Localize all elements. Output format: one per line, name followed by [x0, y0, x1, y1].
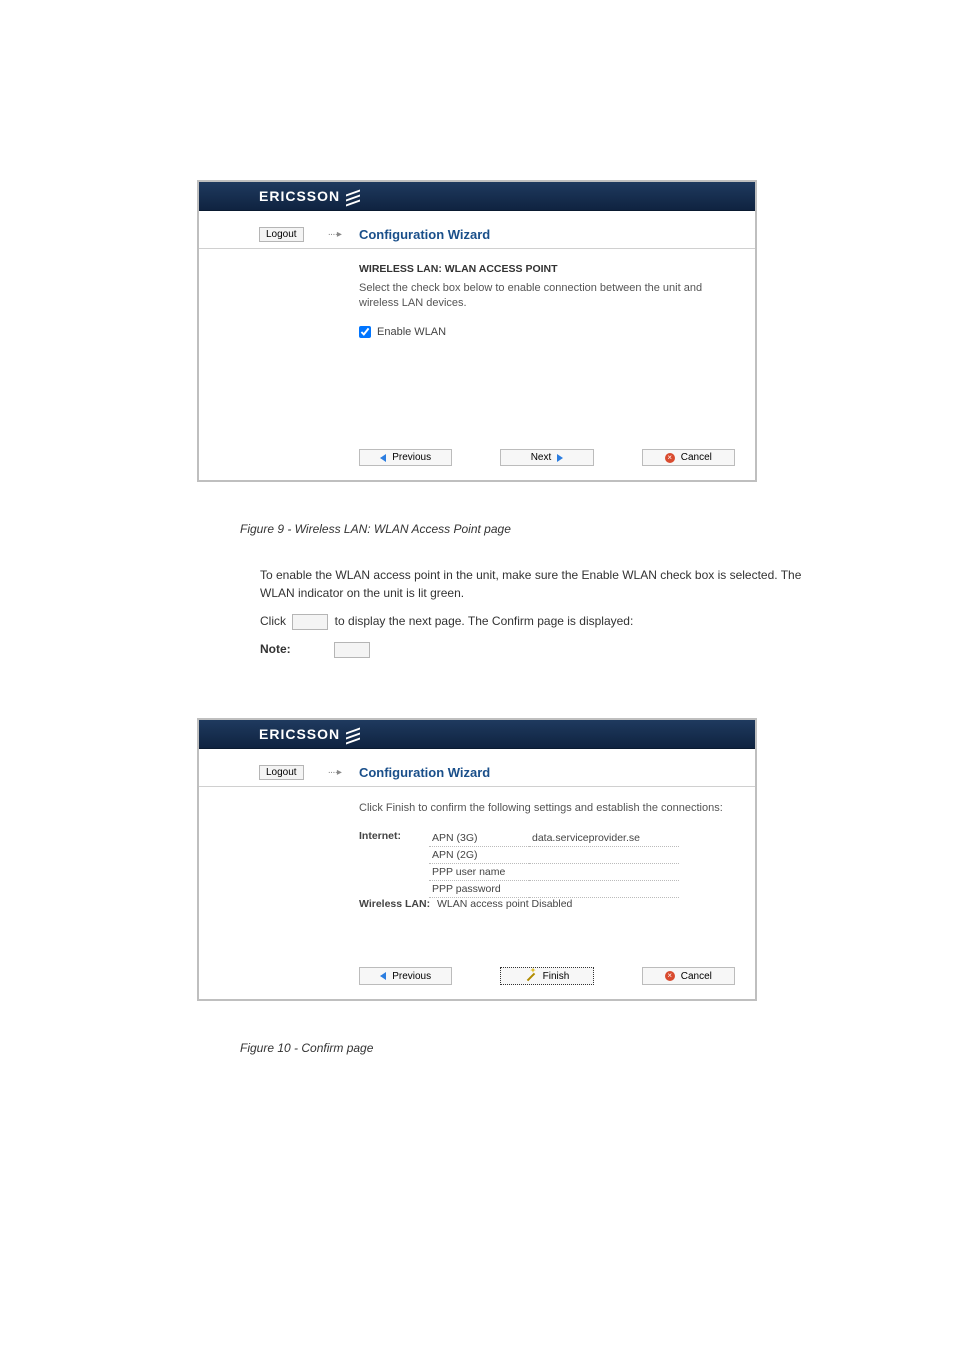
setting-label: APN (2G) — [429, 847, 529, 864]
figure-10-caption: Figure 10 - Confirm page — [240, 1041, 934, 1055]
arrow-left-icon — [380, 972, 386, 980]
logout-button[interactable]: Logout — [259, 765, 304, 780]
logout-button[interactable]: Logout — [259, 227, 304, 242]
confirm-description: Click Finish to confirm the following se… — [359, 801, 735, 816]
wizard-nav: Previous Next × Cancel — [199, 439, 755, 480]
page-title: Configuration Wizard — [359, 765, 490, 780]
wlan-value: WLAN access point Disabled — [437, 898, 572, 910]
toolbar: Logout ····▸ Configuration Wizard — [199, 759, 755, 787]
enable-wlan-row[interactable]: Enable WLAN — [359, 326, 735, 338]
section-heading: WIRELESS LAN: WLAN ACCESS POINT — [359, 263, 735, 275]
figure-9-caption: Figure 9 - Wireless LAN: WLAN Access Poi… — [240, 522, 934, 536]
setting-label: PPP user name — [429, 864, 529, 881]
setting-label: PPP password — [429, 881, 529, 898]
cancel-button[interactable]: × Cancel — [642, 967, 735, 985]
wand-icon — [525, 970, 537, 982]
toolbar: Logout ····▸ Configuration Wizard — [199, 221, 755, 249]
app-header: ERICSSON — [199, 720, 755, 749]
finish-button[interactable]: Finish — [500, 967, 593, 985]
cancel-icon: × — [665, 971, 675, 981]
arrow-right-icon — [557, 454, 563, 462]
wizard-nav: Previous Finish × Cancel — [199, 957, 755, 999]
setting-value — [529, 864, 679, 881]
setting-value: data.serviceprovider.se — [529, 830, 679, 847]
inline-note-button-icon — [334, 642, 370, 658]
enable-wlan-checkbox[interactable] — [359, 326, 371, 338]
page-title: Configuration Wizard — [359, 227, 490, 242]
previous-button[interactable]: Previous — [359, 449, 452, 466]
app-header: ERICSSON — [199, 182, 755, 211]
figure-9-screenshot: ERICSSON Logout ····▸ Configuration Wiza… — [197, 180, 757, 482]
brand-text: ERICSSON — [259, 188, 340, 204]
settings-summary-table: Internet: APN (3G) data.serviceprovider.… — [359, 830, 735, 910]
arrow-left-icon — [380, 454, 386, 462]
figure-10-screenshot: ERICSSON Logout ····▸ Configuration Wiza… — [197, 718, 757, 1001]
breadcrumb-dots-icon: ····▸ — [328, 229, 341, 240]
setting-label: APN (3G) — [429, 830, 529, 847]
internet-group-label: Internet: — [359, 830, 429, 847]
setting-value — [529, 881, 679, 898]
wlan-group-label: Wireless LAN: — [359, 898, 437, 910]
note-paragraph: Note: The settings below are just an exa… — [260, 640, 814, 658]
note-label: Note: — [260, 642, 291, 656]
inline-next-button-icon — [292, 614, 328, 630]
cancel-button[interactable]: × Cancel — [642, 449, 735, 466]
breadcrumb-dots-icon: ····▸ — [328, 767, 341, 778]
enable-wlan-label: Enable WLAN — [377, 326, 446, 338]
brand-text: ERICSSON — [259, 726, 340, 742]
previous-button[interactable]: Previous — [359, 967, 452, 985]
setting-value — [529, 847, 679, 864]
cancel-icon: × — [665, 453, 675, 463]
ericsson-logo-icon — [346, 727, 360, 741]
body-paragraph-2: Click to display the next page. The Conf… — [260, 612, 814, 630]
body-paragraph-1: To enable the WLAN access point in the u… — [260, 566, 814, 602]
section-description: Select the check box below to enable con… — [359, 281, 735, 312]
ericsson-logo-icon — [346, 189, 360, 203]
next-button[interactable]: Next — [500, 449, 593, 466]
